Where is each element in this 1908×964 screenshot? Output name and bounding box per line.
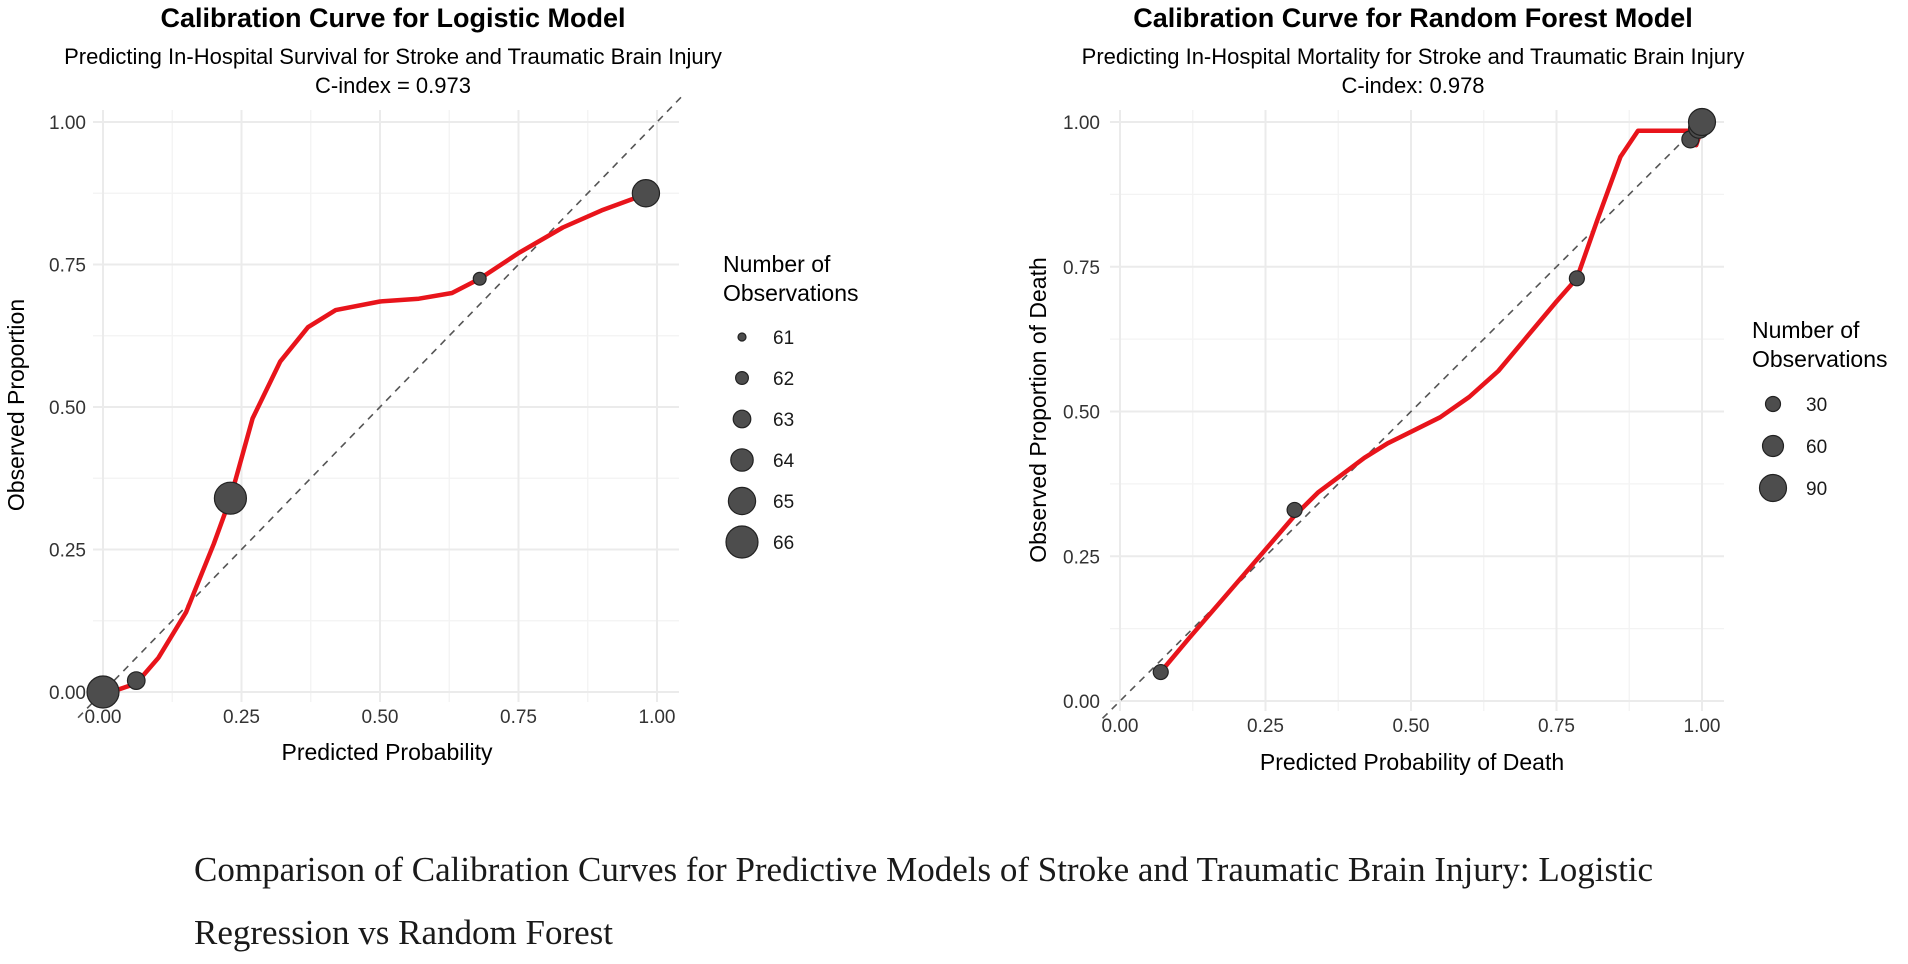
chart-subtitle: Predicting In-Hospital Mortality for Str… [1082, 44, 1745, 69]
chart-title: Calibration Curve for Logistic Model [160, 3, 625, 33]
legend-label: 30 [1806, 395, 1827, 416]
x-tick-label: 0.75 [1538, 716, 1575, 737]
y-axis-ticks: 0.00 0.25 0.50 0.75 1.00 [1063, 113, 1100, 713]
legend-size-marker [1761, 434, 1785, 458]
legend-label: 90 [1806, 479, 1827, 500]
legend-size-marker [1764, 395, 1782, 413]
x-tick-label: 0.00 [85, 707, 122, 728]
y-tick-label: 0.25 [49, 541, 86, 562]
x-tick-label: 1.00 [1684, 716, 1721, 737]
y-axis-label: Observed Proportion of Death [1025, 257, 1051, 563]
calibration-point [213, 481, 248, 515]
legend-label: 62 [773, 369, 794, 390]
y-tick-label: 1.00 [49, 113, 86, 134]
x-axis-ticks: 0.00 0.25 0.50 0.75 1.00 [1102, 716, 1721, 737]
chart-title: Calibration Curve for Random Forest Mode… [1133, 3, 1693, 33]
legend-label: 61 [773, 328, 794, 349]
x-tick-label: 0.50 [1393, 716, 1430, 737]
figure-caption: Comparison of Calibration Curves for Pre… [194, 850, 1654, 952]
calibration-point [1568, 270, 1585, 287]
c-index-label: C-index: 0.978 [1341, 73, 1484, 98]
x-axis-ticks: 0.00 0.25 0.50 0.75 1.00 [85, 707, 676, 728]
legend-size-marker [737, 332, 747, 342]
legend-size-marker [734, 371, 749, 386]
x-tick-label: 0.25 [223, 707, 260, 728]
y-tick-label: 0.00 [49, 683, 86, 704]
legend-label: 65 [773, 492, 794, 513]
y-tick-label: 0.00 [1063, 692, 1100, 713]
legend-size-marker [727, 486, 757, 516]
calibration-point [631, 179, 661, 208]
x-tick-label: 0.75 [500, 707, 537, 728]
size-legend: Number of Observations 61 62 63 64 65 66 [723, 251, 859, 559]
calibration-fit-line [100, 193, 643, 695]
calibration-curve [1158, 119, 1705, 675]
legend-label: 64 [773, 451, 795, 472]
reference-diagonal [77, 92, 686, 719]
calibration-point [1286, 501, 1303, 519]
c-index-label: C-index = 0.973 [315, 73, 471, 98]
x-tick-label: 1.00 [639, 707, 676, 728]
y-tick-label: 0.50 [49, 398, 86, 419]
legend-title-line1: Number of [1752, 317, 1860, 343]
calibration-curve [100, 193, 643, 695]
y-tick-label: 0.25 [1063, 547, 1100, 568]
x-tick-label: 0.25 [1247, 716, 1284, 737]
x-tick-label: 0.50 [362, 707, 399, 728]
calibration-point [126, 671, 146, 690]
logistic-panel: Calibration Curve for Logistic Model Pre… [3, 3, 859, 765]
legend-size-marker [725, 525, 759, 559]
legend-size-marker [730, 448, 754, 472]
reference-line [77, 92, 686, 719]
calibration-figure: Calibration Curve for Logistic Model Pre… [3, 3, 1888, 775]
calibration-points [1152, 107, 1717, 681]
calibration-point [472, 271, 487, 286]
y-tick-label: 1.00 [1063, 113, 1100, 134]
plot-grid [93, 110, 679, 702]
x-axis-label: Predicted Probability [282, 739, 493, 765]
y-axis-label: Observed Proportion [3, 299, 29, 511]
legend-title-line2: Observations [723, 280, 859, 306]
calibration-fit-line [1158, 119, 1705, 675]
y-tick-label: 0.75 [49, 256, 86, 277]
plot-grid [1110, 110, 1724, 711]
legend-label: 63 [773, 410, 794, 431]
legend-size-marker [732, 409, 752, 429]
y-tick-label: 0.75 [1063, 258, 1100, 279]
calibration-point [1152, 663, 1169, 681]
calibration-point [1687, 107, 1717, 137]
y-axis-ticks: 0.00 0.25 0.50 0.75 1.00 [49, 113, 86, 704]
calibration-points [86, 179, 661, 709]
random-forest-panel: Calibration Curve for Random Forest Mode… [1025, 3, 1888, 775]
legend-title-line2: Observations [1752, 346, 1888, 372]
chart-subtitle: Predicting In-Hospital Survival for Stro… [64, 44, 722, 69]
legend-label: 60 [1806, 437, 1827, 458]
legend-size-marker [1758, 473, 1788, 503]
size-legend: Number of Observations 30 60 90 [1752, 317, 1888, 503]
x-tick-label: 0.00 [1102, 716, 1139, 737]
legend-title-line1: Number of [723, 251, 831, 277]
y-tick-label: 0.50 [1063, 403, 1100, 424]
x-axis-label: Predicted Probability of Death [1260, 749, 1564, 775]
legend-label: 66 [773, 533, 794, 554]
calibration-point [86, 675, 120, 709]
